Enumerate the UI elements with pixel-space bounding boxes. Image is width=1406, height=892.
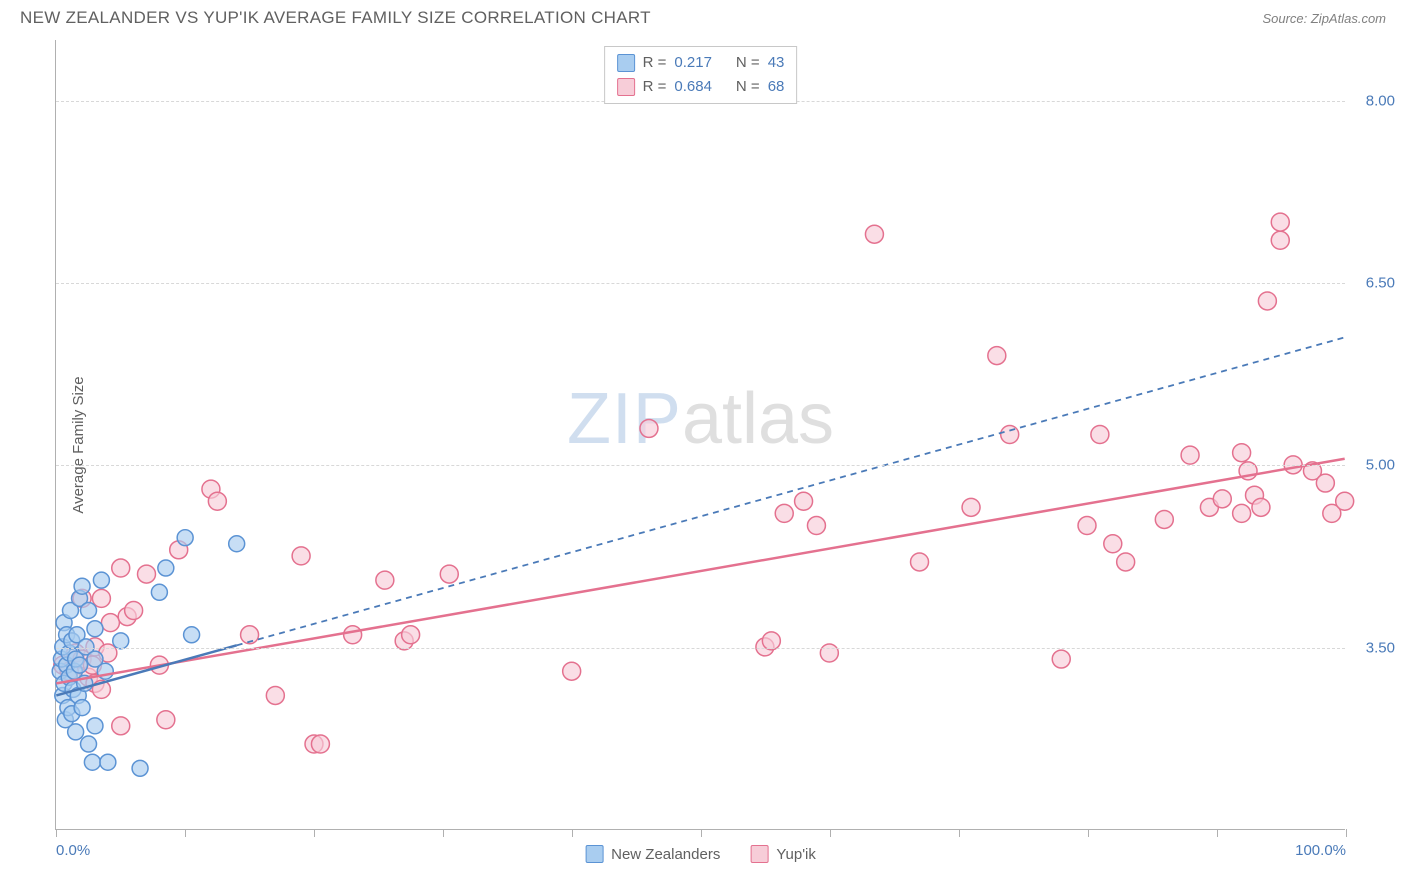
x-tick [959,829,960,837]
r-value-blue: 0.217 [674,51,712,75]
swatch-blue [617,54,635,72]
chart-area: Average Family Size ZIPatlas R = 0.217 N… [55,40,1385,850]
swatch-blue-bottom [585,845,603,863]
x-tick [443,829,444,837]
legend-item-blue: New Zealanders [585,845,720,863]
y-tick-label: 8.00 [1351,92,1395,109]
legend-row-blue: R = 0.217 N = 43 [617,51,785,75]
r-value-pink: 0.684 [674,75,712,99]
chart-title: NEW ZEALANDER VS YUP'IK AVERAGE FAMILY S… [20,8,651,28]
y-tick-label: 6.50 [1351,275,1395,292]
chart-source: Source: ZipAtlas.com [1262,11,1386,26]
x-tick [572,829,573,837]
n-label: N = [736,75,760,99]
series-legend: New Zealanders Yup'ik [585,845,816,863]
legend-label-pink: Yup'ik [776,846,816,863]
x-tick [1346,829,1347,837]
x-tick [1217,829,1218,837]
r-label: R = [643,75,667,99]
legend-label-blue: New Zealanders [611,846,720,863]
x-tick-label: 0.0% [56,842,90,859]
r-label: R = [643,51,667,75]
plot-region: ZIPatlas R = 0.217 N = 43 R = 0.684 N = … [55,40,1345,830]
grid-line [56,283,1345,284]
chart-header: NEW ZEALANDER VS YUP'IK AVERAGE FAMILY S… [0,0,1406,32]
y-tick-label: 3.50 [1351,639,1395,656]
legend-row-pink: R = 0.684 N = 68 [617,75,785,99]
x-tick [185,829,186,837]
x-tick-label: 100.0% [1295,842,1346,859]
correlation-legend: R = 0.217 N = 43 R = 0.684 N = 68 [604,46,798,104]
legend-item-pink: Yup'ik [750,845,816,863]
grid-line [56,465,1345,466]
x-tick [830,829,831,837]
x-tick [56,829,57,837]
n-value-blue: 43 [768,51,785,75]
n-value-pink: 68 [768,75,785,99]
n-label: N = [736,51,760,75]
x-tick [314,829,315,837]
y-tick-label: 5.00 [1351,457,1395,474]
x-tick [1088,829,1089,837]
plot-svg [56,40,1345,829]
swatch-pink [617,78,635,96]
grid-line [56,648,1345,649]
x-tick [701,829,702,837]
swatch-pink-bottom [750,845,768,863]
